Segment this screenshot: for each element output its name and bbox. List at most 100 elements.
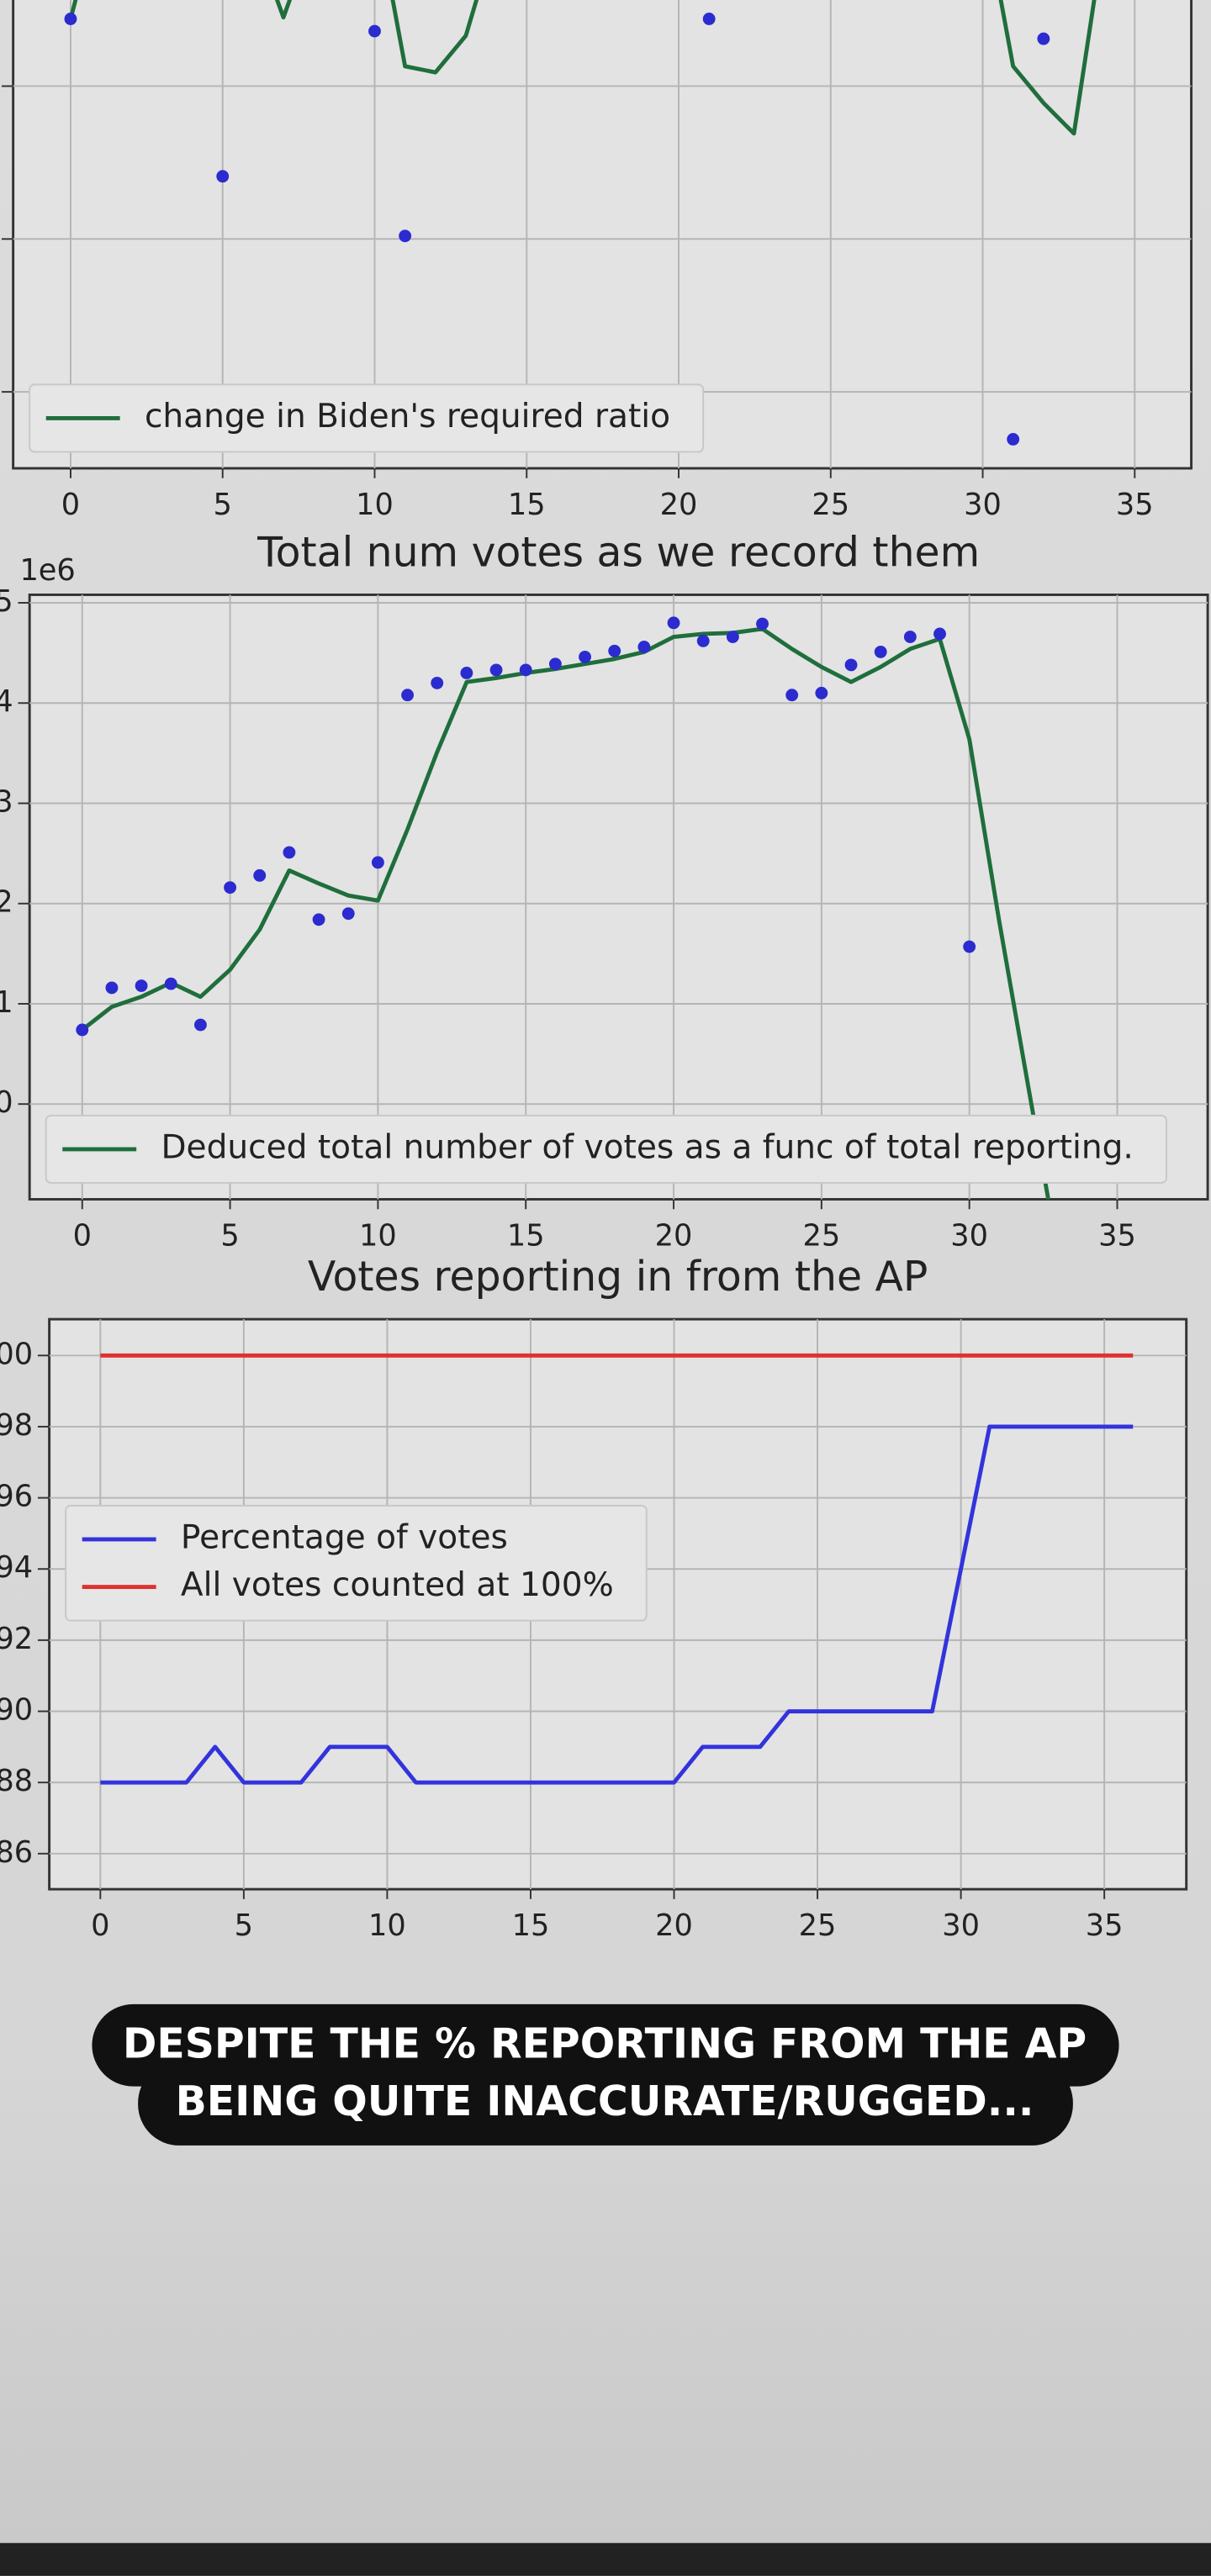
x-tick-label: 30: [950, 1218, 988, 1253]
point: [489, 663, 503, 677]
y-tick-label: 94: [0, 1550, 33, 1585]
point: [283, 846, 296, 859]
point: [399, 230, 412, 243]
point: [193, 1018, 207, 1032]
point: [579, 650, 591, 663]
x-tick-label: 15: [507, 1218, 545, 1253]
y-tick-label: 3: [0, 784, 13, 819]
x-tick-label: 25: [799, 1908, 837, 1943]
point: [874, 646, 887, 658]
x-tick-label: 30: [942, 1908, 980, 1943]
point: [164, 977, 177, 990]
point: [608, 644, 621, 657]
plot-data: [64, 0, 1097, 446]
legend: Percentage of votes All votes counted at …: [65, 1504, 648, 1622]
point: [64, 13, 77, 25]
chart: 05101520253035012change in Biden's requi…: [1, 0, 1193, 522]
chart-title: Votes reporting in from the AP: [308, 1253, 928, 1301]
y-tick-label: 98: [0, 1408, 33, 1443]
caption: DESPITE THE % REPORTING FROM THE AP BEIN…: [92, 2003, 1119, 2146]
y-tick-label: 90: [0, 1693, 33, 1728]
offset-label: 1e6: [19, 553, 75, 588]
x-tick-label: 30: [964, 488, 1002, 522]
point: [726, 631, 739, 643]
y-tick-label: 5: [0, 584, 13, 619]
x-tick-label: 5: [235, 1908, 253, 1943]
charts: 05101520253035012change in Biden's requi…: [0, 0, 1209, 1943]
point: [135, 979, 148, 992]
point: [667, 616, 680, 630]
taskbar: [0, 2542, 1211, 2576]
y-tick-label: 92: [0, 1622, 33, 1656]
y-tick-label: 86: [0, 1835, 33, 1870]
series-line: [100, 1424, 1134, 1785]
legend-box: [29, 383, 705, 453]
y-tick-label: 100: [0, 1337, 33, 1371]
point: [756, 617, 769, 631]
x-tick-label: 15: [508, 488, 546, 522]
point: [933, 627, 946, 641]
chart-title: Total num votes as we record them: [256, 529, 980, 577]
y-tick-label: 4: [0, 684, 13, 719]
legend: change in Biden's required ratio: [29, 383, 705, 453]
chart: 0 5 10 15 20 25 30 35 0 1 2 3 4 5 Total num votes as w…: [0, 529, 1209, 1253]
point: [312, 913, 325, 926]
legend-label: All votes counted at 100%: [181, 1566, 614, 1604]
x-tick-label: 20: [660, 488, 698, 522]
y-tick-label: 2: [0, 885, 13, 920]
caption-line: DESPITE THE % REPORTING FROM THE AP: [123, 2020, 1087, 2068]
x-tick-label: 0: [61, 488, 80, 522]
x-tick-label: 20: [655, 1908, 693, 1943]
point: [341, 907, 355, 921]
y-tick-label: 88: [0, 1764, 33, 1798]
point: [1007, 433, 1020, 446]
x-tick-label: 10: [356, 488, 394, 522]
point: [224, 881, 237, 895]
y-tick-label: 96: [0, 1480, 33, 1514]
x-tick-label: 10: [359, 1218, 397, 1253]
x-tick-label: 35: [1086, 1908, 1124, 1943]
legend-box: [65, 1504, 648, 1622]
point: [815, 686, 828, 699]
series-line: [68, 0, 1097, 136]
caption-pill: [138, 2061, 1073, 2146]
plot-data: [100, 1353, 1134, 1785]
caption-line: BEING QUITE INACCURATE/RUGGED...: [176, 2077, 1034, 2125]
point: [431, 676, 444, 689]
x-tick-label: 35: [1098, 1218, 1136, 1253]
x-tick-label: 5: [220, 1218, 239, 1253]
point: [1037, 32, 1050, 45]
x-tick-label: 25: [812, 488, 849, 522]
point: [702, 13, 716, 25]
x-tick-label: 0: [91, 1908, 109, 1943]
y-tick-label: 1: [0, 985, 13, 1020]
point: [371, 856, 384, 869]
x-tick-label: 5: [214, 488, 232, 522]
point: [105, 981, 119, 995]
point: [401, 689, 414, 702]
point: [844, 658, 858, 672]
point: [785, 689, 799, 702]
point: [460, 667, 473, 679]
point: [253, 868, 267, 882]
plot-data: [76, 616, 1050, 1200]
point: [548, 657, 562, 671]
y-tick-label: 0: [0, 1085, 13, 1120]
x-tick-label: 15: [512, 1908, 550, 1943]
point: [637, 641, 651, 653]
point: [696, 634, 710, 647]
x-tick-label: 10: [368, 1908, 406, 1943]
x-tick-label: 20: [655, 1218, 693, 1253]
x-tick-label: 0: [73, 1218, 92, 1253]
point: [519, 663, 532, 677]
legend-box: [45, 1114, 1167, 1184]
legend-label: Deduced total number of votes as a func …: [161, 1128, 1133, 1166]
point: [368, 24, 381, 38]
chart: 0 5 10 15 20 25 30 35 86 88 90 92 94 96 98 100 Votes rep…: [0, 1253, 1188, 1943]
series-line: [81, 626, 1050, 1200]
plot-area: [28, 594, 1209, 1201]
point: [963, 940, 976, 953]
legend-label: Percentage of votes: [181, 1518, 508, 1556]
